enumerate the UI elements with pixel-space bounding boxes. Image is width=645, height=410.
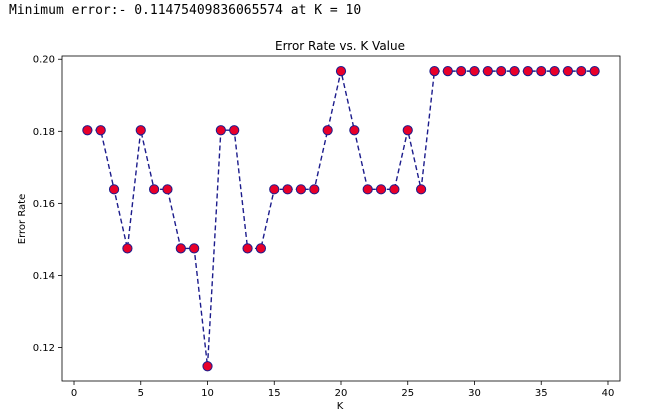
data-point <box>295 184 307 195</box>
x-tick-label: 30 <box>468 388 481 399</box>
series-line <box>87 70 595 367</box>
x-tick-label: 25 <box>401 388 414 399</box>
data-point <box>429 66 440 77</box>
data-point <box>549 66 560 77</box>
x-tick-label: 10 <box>201 388 214 399</box>
data-point <box>389 184 400 195</box>
x-axis: 0 5 10 15 20 25 30 35 40 <box>71 381 615 399</box>
data-point <box>442 66 453 77</box>
console-output: Minimum error:- 0.11475409836065574 at K… <box>9 3 362 18</box>
data-point <box>496 66 507 77</box>
data-point <box>162 184 173 195</box>
y-tick-label: 0.14 <box>33 271 55 282</box>
y-tick-label: 0.16 <box>33 199 55 210</box>
data-point <box>215 125 226 136</box>
data-point <box>536 66 547 77</box>
plot-frame <box>61 55 621 382</box>
data-point <box>282 184 293 195</box>
data-point <box>269 184 280 195</box>
data-point <box>149 184 160 195</box>
data-point <box>135 125 146 136</box>
data-point <box>335 66 347 77</box>
data-point <box>375 184 387 195</box>
data-point <box>589 66 600 77</box>
data-point <box>522 66 533 77</box>
data-point <box>122 243 133 254</box>
data-point <box>562 66 574 77</box>
y-axis-label: Error Rate <box>17 194 28 244</box>
data-point <box>509 66 520 77</box>
data-point <box>362 184 373 195</box>
data-point <box>402 125 413 136</box>
data-point <box>242 243 253 254</box>
x-tick-label: 5 <box>138 388 144 399</box>
data-point <box>415 184 427 195</box>
y-tick-label: 0.20 <box>33 55 55 66</box>
y-tick-label: 0.12 <box>33 343 55 354</box>
plot-area <box>82 66 600 372</box>
data-point <box>482 66 493 77</box>
data-point <box>202 361 213 372</box>
data-point <box>469 66 480 77</box>
y-axis: 0.12 0.14 0.16 0.18 0.20 <box>33 55 62 354</box>
x-tick-label: 0 <box>71 388 77 399</box>
data-point <box>322 125 333 136</box>
x-tick-label: 40 <box>602 388 615 399</box>
data-point <box>456 66 467 77</box>
x-axis-label: K <box>337 401 344 410</box>
data-point <box>576 66 587 77</box>
x-tick-label: 20 <box>335 388 348 399</box>
x-tick-label: 35 <box>535 388 548 399</box>
data-point <box>255 243 267 254</box>
data-point <box>175 243 186 254</box>
data-point <box>349 125 360 136</box>
data-point <box>189 243 200 254</box>
chart-title: Error Rate vs. K Value <box>275 39 405 53</box>
data-point <box>229 125 240 136</box>
data-point <box>82 125 93 136</box>
y-tick-label: 0.18 <box>33 127 55 138</box>
data-point <box>108 184 120 195</box>
data-point <box>95 125 106 136</box>
data-point <box>309 184 320 195</box>
x-tick-label: 15 <box>268 388 281 399</box>
